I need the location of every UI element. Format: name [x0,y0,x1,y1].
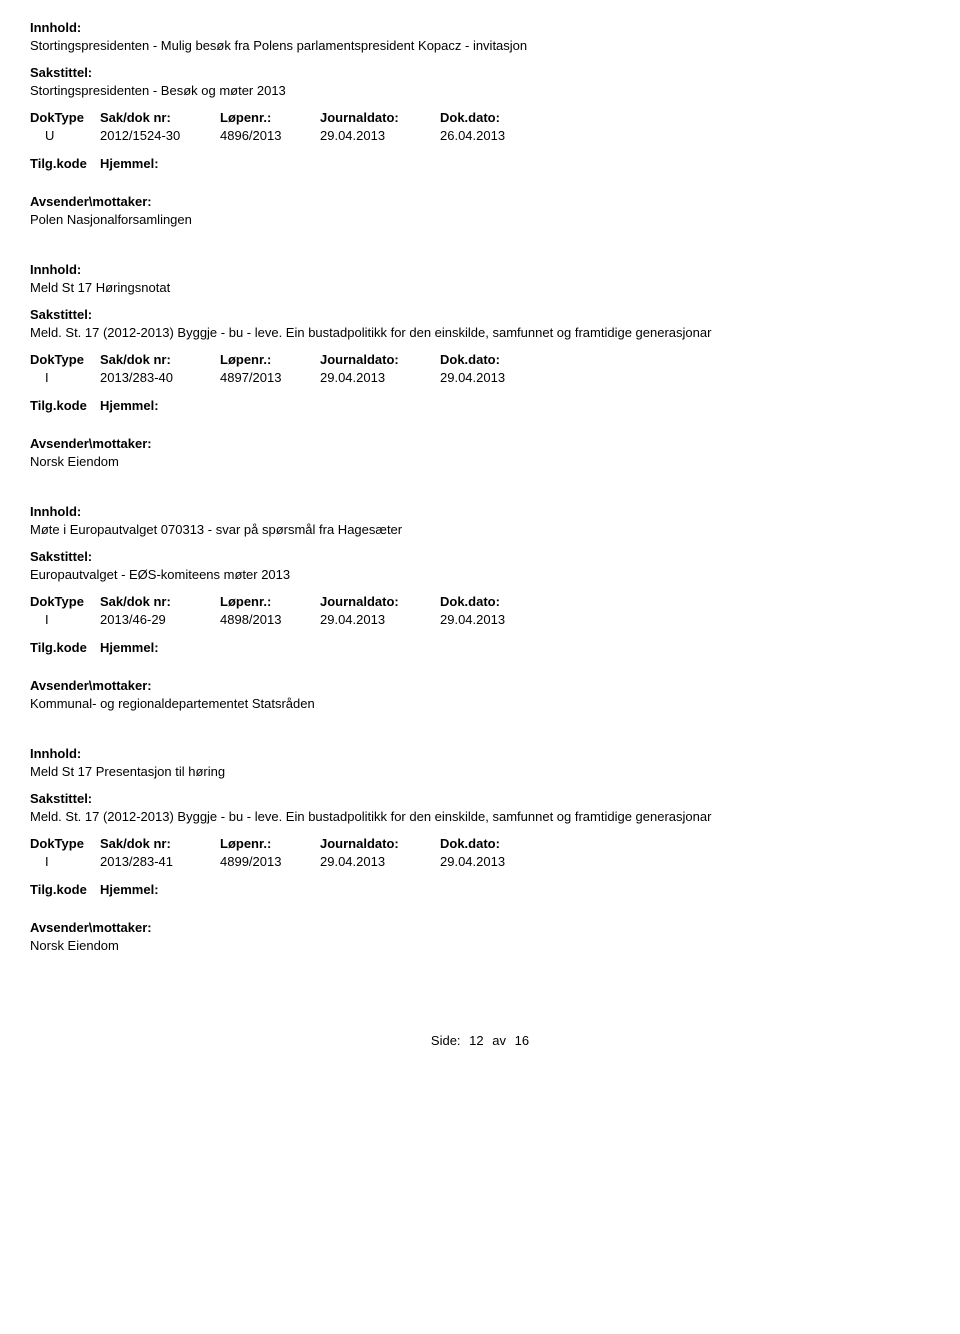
table-header-row: DokType Sak/dok nr: Løpenr.: Journaldato… [30,110,930,125]
avsender-value: Norsk Eiendom [30,454,930,469]
innhold-value: Meld St 17 Presentasjon til høring [30,764,930,779]
header-tilgkode: Tilg.kode [30,882,100,897]
header-hjemmel: Hjemmel: [100,398,220,413]
header-dokdato: Dok.dato: [440,594,560,609]
sakstittel-label: Sakstittel: [30,65,930,80]
avsender-label: Avsender\mottaker: [30,436,930,451]
header-lopenr: Løpenr.: [220,836,320,851]
header-dokdato: Dok.dato: [440,352,560,367]
table-data-row: U 2012/1524-30 4896/2013 29.04.2013 26.0… [30,128,930,143]
tilgkode-row: Tilg.kode Hjemmel: [30,882,930,897]
value-dokdato: 29.04.2013 [440,612,560,627]
journal-record: Innhold: Meld St 17 Presentasjon til hør… [30,746,930,953]
innhold-label: Innhold: [30,504,930,519]
tilgkode-row: Tilg.kode Hjemmel: [30,156,930,171]
footer-total-pages: 16 [515,1033,529,1048]
value-journaldato: 29.04.2013 [320,854,440,869]
header-doktype: DokType [30,594,100,609]
value-journaldato: 29.04.2013 [320,128,440,143]
sakstittel-label: Sakstittel: [30,791,930,806]
avsender-label: Avsender\mottaker: [30,920,930,935]
page-footer: Side: 12 av 16 [30,1033,930,1048]
innhold-value: Stortingspresidenten - Mulig besøk fra P… [30,38,930,53]
header-tilgkode: Tilg.kode [30,398,100,413]
value-lopenr: 4896/2013 [220,128,320,143]
table-data-row: I 2013/283-41 4899/2013 29.04.2013 29.04… [30,854,930,869]
sakstittel-value: Europautvalget - EØS-komiteens møter 201… [30,567,930,582]
table-data-row: I 2013/46-29 4898/2013 29.04.2013 29.04.… [30,612,930,627]
header-journaldato: Journaldato: [320,836,440,851]
innhold-value: Møte i Europautvalget 070313 - svar på s… [30,522,930,537]
value-lopenr: 4898/2013 [220,612,320,627]
header-sakdoknr: Sak/dok nr: [100,836,220,851]
footer-current-page: 12 [469,1033,483,1048]
value-dokdato: 29.04.2013 [440,370,560,385]
value-dokdato: 29.04.2013 [440,854,560,869]
value-doktype: I [30,854,100,869]
value-doktype: I [30,612,100,627]
innhold-label: Innhold: [30,262,930,277]
header-dokdato: Dok.dato: [440,110,560,125]
innhold-value: Meld St 17 Høringsnotat [30,280,930,295]
value-doktype: U [30,128,100,143]
sakstittel-value: Stortingspresidenten - Besøk og møter 20… [30,83,930,98]
value-sakdoknr: 2013/46-29 [100,612,220,627]
avsender-value: Polen Nasjonalforsamlingen [30,212,930,227]
header-sakdoknr: Sak/dok nr: [100,110,220,125]
sakstittel-value: Meld. St. 17 (2012-2013) Byggje - bu - l… [30,325,930,340]
header-dokdato: Dok.dato: [440,836,560,851]
header-tilgkode: Tilg.kode [30,640,100,655]
value-doktype: I [30,370,100,385]
journal-record: Innhold: Stortingspresidenten - Mulig be… [30,20,930,227]
header-hjemmel: Hjemmel: [100,156,220,171]
footer-label: Side: [431,1033,461,1048]
header-journaldato: Journaldato: [320,594,440,609]
header-tilgkode: Tilg.kode [30,156,100,171]
value-journaldato: 29.04.2013 [320,370,440,385]
footer-separator: av [492,1033,506,1048]
header-lopenr: Løpenr.: [220,110,320,125]
sakstittel-label: Sakstittel: [30,549,930,564]
sakstittel-label: Sakstittel: [30,307,930,322]
value-sakdoknr: 2013/283-41 [100,854,220,869]
header-doktype: DokType [30,836,100,851]
tilgkode-row: Tilg.kode Hjemmel: [30,398,930,413]
avsender-value: Kommunal- og regionaldepartementet Stats… [30,696,930,711]
header-sakdoknr: Sak/dok nr: [100,352,220,367]
journal-record: Innhold: Møte i Europautvalget 070313 - … [30,504,930,711]
journal-record: Innhold: Meld St 17 Høringsnotat Sakstit… [30,262,930,469]
sakstittel-value: Meld. St. 17 (2012-2013) Byggje - bu - l… [30,809,930,824]
header-hjemmel: Hjemmel: [100,882,220,897]
value-dokdato: 26.04.2013 [440,128,560,143]
innhold-label: Innhold: [30,20,930,35]
value-sakdoknr: 2012/1524-30 [100,128,220,143]
table-data-row: I 2013/283-40 4897/2013 29.04.2013 29.04… [30,370,930,385]
header-lopenr: Løpenr.: [220,352,320,367]
value-lopenr: 4899/2013 [220,854,320,869]
header-hjemmel: Hjemmel: [100,640,220,655]
avsender-label: Avsender\mottaker: [30,194,930,209]
table-header-row: DokType Sak/dok nr: Løpenr.: Journaldato… [30,594,930,609]
value-lopenr: 4897/2013 [220,370,320,385]
table-header-row: DokType Sak/dok nr: Løpenr.: Journaldato… [30,836,930,851]
avsender-label: Avsender\mottaker: [30,678,930,693]
value-journaldato: 29.04.2013 [320,612,440,627]
innhold-label: Innhold: [30,746,930,761]
header-journaldato: Journaldato: [320,352,440,367]
header-journaldato: Journaldato: [320,110,440,125]
header-sakdoknr: Sak/dok nr: [100,594,220,609]
header-lopenr: Løpenr.: [220,594,320,609]
value-sakdoknr: 2013/283-40 [100,370,220,385]
header-doktype: DokType [30,110,100,125]
avsender-value: Norsk Eiendom [30,938,930,953]
table-header-row: DokType Sak/dok nr: Løpenr.: Journaldato… [30,352,930,367]
header-doktype: DokType [30,352,100,367]
tilgkode-row: Tilg.kode Hjemmel: [30,640,930,655]
